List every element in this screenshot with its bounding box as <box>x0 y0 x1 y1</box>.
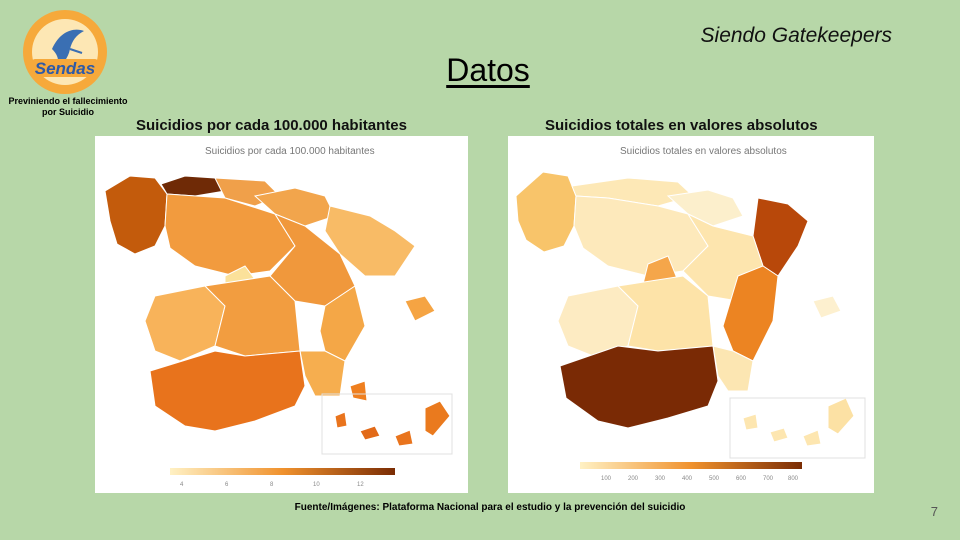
legend-tick: 8 <box>270 482 274 488</box>
legend-colorbar <box>580 462 802 469</box>
legend-tick: 600 <box>736 476 747 482</box>
slide-subtitle: Siendo Gatekeepers <box>700 24 892 47</box>
legend-tick: 12 <box>357 482 364 488</box>
logo-caption: Previniendo el fallecimiento por Suicidi… <box>8 96 128 117</box>
legend-tick: 6 <box>225 482 229 488</box>
map-inner-title: Suicidios por cada 100.000 habitantes <box>205 146 375 157</box>
spain-choropleth-total <box>515 171 855 447</box>
legend-tick: 100 <box>601 476 612 482</box>
map-heading-rate: Suicidios por cada 100.000 habitantes <box>136 117 407 134</box>
spain-choropleth-rate <box>104 175 451 447</box>
legend-tick: 300 <box>655 476 666 482</box>
slide-title: Datos <box>446 52 530 88</box>
legend-tick: 800 <box>788 476 799 482</box>
map-panel-rate: Suicidios por cada 100.000 habitantes <box>95 136 468 493</box>
legend-tick: 4 <box>180 482 184 488</box>
legend-tick: 700 <box>763 476 774 482</box>
legend-tick: 10 <box>313 482 320 488</box>
legend-tick: 400 <box>682 476 693 482</box>
source-footer: Fuente/Imágenes: Plataforma Nacional par… <box>294 502 686 513</box>
map-panel-total: Suicidios totales en valores absolutos <box>508 136 874 493</box>
legend-tick: 500 <box>709 476 720 482</box>
legend-tick: 200 <box>628 476 639 482</box>
map-inner-title: Suicidios totales en valores absolutos <box>620 146 787 157</box>
sendas-logo <box>22 9 108 95</box>
map-heading-total: Suicidios totales en valores absolutos <box>545 117 818 134</box>
page-number: 7 <box>930 504 938 519</box>
legend-colorbar <box>170 468 395 475</box>
